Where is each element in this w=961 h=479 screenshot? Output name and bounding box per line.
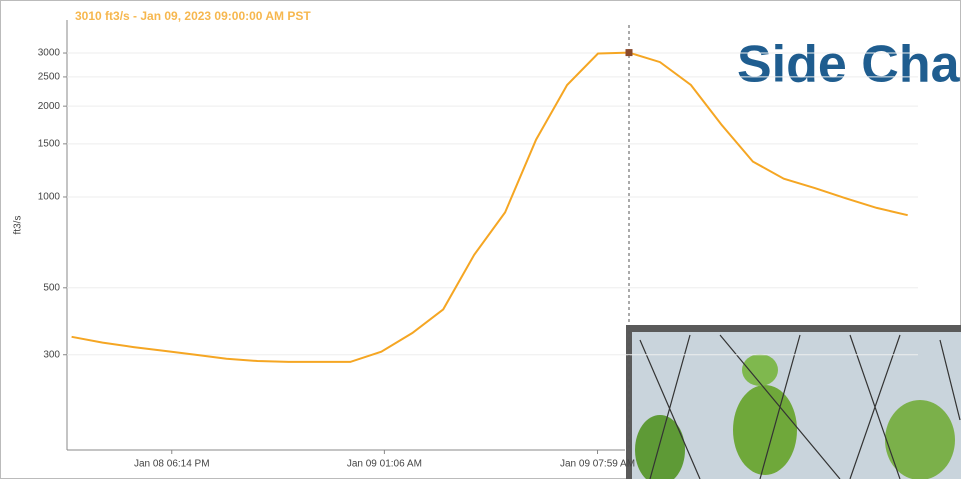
chart-title: 3010 ft3/s - Jan 09, 2023 09:00:00 AM PS…	[75, 9, 311, 23]
y-axis-label: ft3/s	[13, 216, 24, 235]
cursor-marker	[626, 49, 633, 56]
x-tick-label: Jan 08 06:14 PM	[134, 459, 210, 470]
screenshot: Side Cha 3010 ft3/s - Jan 09, 2023 09:00…	[0, 0, 961, 479]
x-tick-label: Jan 09 07:59 AM	[560, 459, 635, 470]
page: {"chart_data": {"type": "line", "title":…	[0, 0, 961, 479]
y-tick-label: 2500	[38, 72, 61, 83]
y-tick-label: 1500	[38, 138, 61, 149]
y-tick-label: 1000	[38, 192, 61, 203]
y-tick-label: 3000	[38, 48, 61, 59]
slide-heading: Side Cha	[737, 36, 961, 94]
y-tick-label: 500	[43, 282, 60, 293]
photo	[626, 325, 961, 479]
x-tick-label: Jan 09 01:06 AM	[347, 459, 422, 470]
y-tick-label: 2000	[38, 101, 61, 112]
y-tick-label: 300	[43, 349, 60, 360]
